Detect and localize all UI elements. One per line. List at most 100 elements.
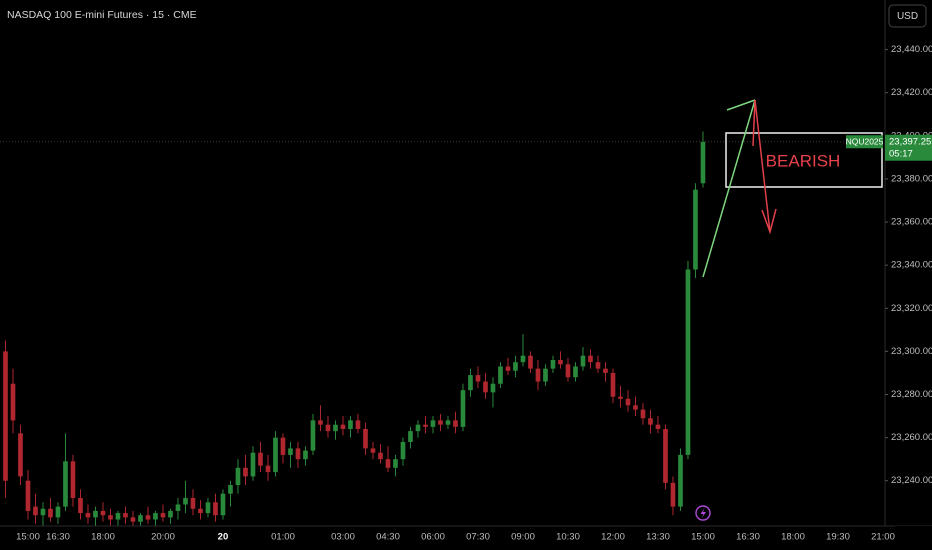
candle-body: [108, 515, 113, 520]
candle-body: [280, 437, 286, 455]
candle-body: [378, 452, 383, 460]
candle-body: [220, 493, 226, 516]
candle-body: [310, 420, 316, 451]
candle-body: [685, 269, 691, 455]
candle-body: [63, 461, 68, 507]
x-tick-label: 04:30: [376, 532, 400, 543]
y-tick-label: 23,420.00: [891, 87, 932, 98]
x-tick-label: 19:30: [826, 532, 850, 543]
candle-body: [370, 448, 376, 453]
candle-body: [520, 355, 526, 363]
candle-body: [513, 362, 518, 371]
y-tick-label: 23,300.00: [891, 346, 932, 357]
candle-body: [18, 433, 23, 477]
candle-body: [595, 362, 601, 369]
candle-body: [348, 420, 353, 429]
candle-body: [48, 508, 53, 518]
candle-body: [543, 368, 548, 382]
green-path: [726, 99, 756, 111]
candle-body: [123, 513, 128, 518]
candle-body: [250, 452, 256, 477]
currency-label: USD: [897, 11, 918, 22]
candle-body: [445, 420, 451, 425]
y-tick-label: 23,240.00: [891, 475, 932, 486]
candle-body: [333, 424, 338, 432]
red-arrow: [754, 99, 771, 233]
candle-body: [498, 366, 503, 384]
x-tick-label: 06:00: [421, 532, 445, 543]
x-tick-label: 13:30: [646, 532, 670, 543]
candle-body: [213, 502, 218, 516]
candle-body: [138, 515, 143, 522]
annotation-text: BEARISH: [766, 151, 841, 170]
candle-body: [678, 454, 683, 507]
price-axis: 23,240.00 23,260.00 23,280.00 23,300.00 23,3…: [884, 0, 932, 550]
candle-body: [78, 497, 83, 514]
candle-body: [273, 437, 278, 473]
candle-body: [363, 428, 368, 449]
candle-body: [318, 420, 323, 425]
candle-body: [423, 424, 428, 427]
candle-body: [183, 497, 188, 505]
time-axis-background: [0, 526, 885, 550]
candle-body: [580, 355, 586, 367]
x-tick-label: 21:00: [871, 532, 895, 543]
candle-body: [505, 366, 511, 371]
time-axis: 15:00 16:30 18:00 20:00 20 01:00 03:00 04:30 06:…: [16, 532, 895, 543]
y-tick-label: 23,380.00: [891, 173, 932, 184]
x-tick-label: 07:30: [466, 532, 490, 543]
candle-body: [10, 383, 16, 421]
symbol-label: NQU2025: [846, 136, 884, 146]
candle-body: [468, 375, 473, 391]
event-icon-bolt: [700, 508, 706, 519]
candle-body: [145, 515, 151, 520]
candle-body: [258, 452, 263, 466]
candle-body: [663, 428, 668, 483]
candle-body: [303, 450, 308, 460]
candle-body: [415, 424, 421, 432]
green-path: [702, 99, 756, 278]
x-tick-label: 03:00: [331, 532, 355, 543]
y-tick-label: 23,340.00: [891, 260, 932, 271]
candle-body: [618, 396, 623, 399]
x-tick-label: 20:00: [151, 532, 175, 543]
x-tick-label: 16:30: [46, 532, 70, 543]
candle-body: [288, 448, 293, 455]
candle-body: [340, 424, 346, 429]
candle-body: [115, 513, 121, 520]
red-arrowhead: [761, 208, 777, 235]
candle-body: [295, 448, 301, 460]
candle-body: [40, 508, 46, 516]
x-tick-label: 01:00: [271, 532, 295, 543]
x-tick-label: 15:00: [16, 532, 40, 543]
candle-body: [235, 467, 241, 486]
candle-body: [490, 383, 496, 393]
candle-body: [25, 480, 31, 511]
price-tag-box: [885, 134, 932, 161]
candle-body: [610, 372, 616, 397]
candle-body: [153, 513, 158, 520]
candle-body: [325, 424, 331, 432]
candle-body: [565, 364, 571, 378]
annotation-box: [725, 132, 883, 188]
y-tick-label: 23,280.00: [891, 389, 932, 400]
y-tick-label: 23,260.00: [891, 432, 932, 443]
x-tick-label: 18:00: [781, 532, 805, 543]
candle-body: [33, 506, 38, 516]
candle-body: [198, 508, 203, 514]
candle-body: [205, 502, 211, 514]
candle-body: [55, 506, 61, 518]
candle-body: [693, 189, 698, 270]
axis-corner: [895, 526, 932, 550]
candle-body: [700, 141, 706, 184]
candle-body: [190, 497, 196, 509]
candle-body: [603, 368, 608, 373]
x-tick-label: 16:30: [736, 532, 760, 543]
currency-button[interactable]: [888, 4, 927, 28]
candle-body: [85, 513, 91, 518]
event-icon[interactable]: [695, 505, 711, 521]
candle-body: [385, 459, 391, 468]
